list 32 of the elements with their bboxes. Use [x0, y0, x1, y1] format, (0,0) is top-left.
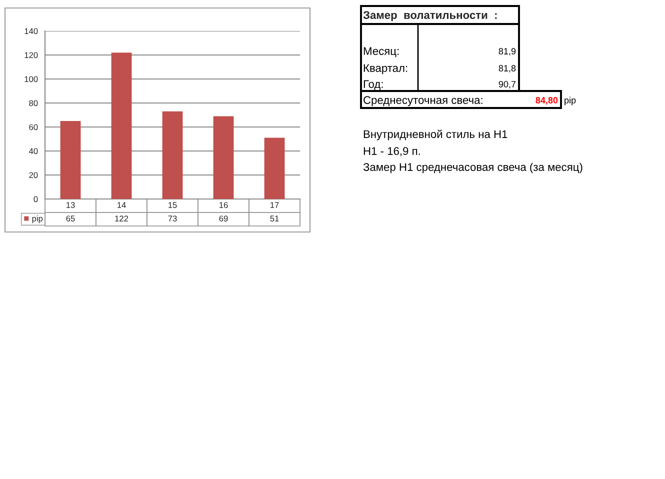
text: H1 - 16,9 п.	[364, 147, 420, 156]
text: 81,9	[498, 48, 516, 56]
x-tick-label: 16	[220, 202, 228, 208]
y-tick-label: 40	[28, 148, 38, 154]
y-tick-label: 100	[24, 76, 38, 82]
text: Год:	[364, 80, 383, 90]
y-tick-label: 60	[29, 124, 38, 130]
x-tick-label: 17	[270, 202, 279, 208]
y-tick-label: 120	[24, 52, 38, 58]
y-tick-label: 20	[29, 172, 38, 178]
text: Замер H1 среднечасовая свеча (за месяц)	[363, 162, 582, 174]
data-label: 51	[270, 216, 279, 222]
y-tick-label: 0	[34, 196, 38, 202]
text: pip	[564, 96, 576, 106]
data-label: 122	[115, 216, 128, 222]
legend-label: pip	[32, 215, 43, 224]
text: Среднесуточная свеча:	[364, 96, 482, 106]
text: Внутридневной стиль на H1	[364, 130, 508, 140]
data-label: 73	[168, 216, 177, 222]
text: Месяц:	[364, 47, 399, 58]
text: 81,8	[498, 65, 516, 72]
y-tick-label: 80	[29, 100, 38, 106]
data-label: 69	[219, 216, 228, 222]
text: 84,80	[536, 97, 558, 105]
x-tick-label: 13	[66, 202, 75, 208]
x-tick-label: 14	[118, 202, 126, 208]
text: Замер волатильности :	[363, 11, 497, 22]
data-label: 65	[66, 216, 75, 222]
y-tick-label: 140	[24, 28, 38, 34]
x-tick-label: 15	[168, 202, 177, 208]
text: Квартал:	[364, 64, 408, 74]
text: 90,7	[498, 81, 516, 88]
